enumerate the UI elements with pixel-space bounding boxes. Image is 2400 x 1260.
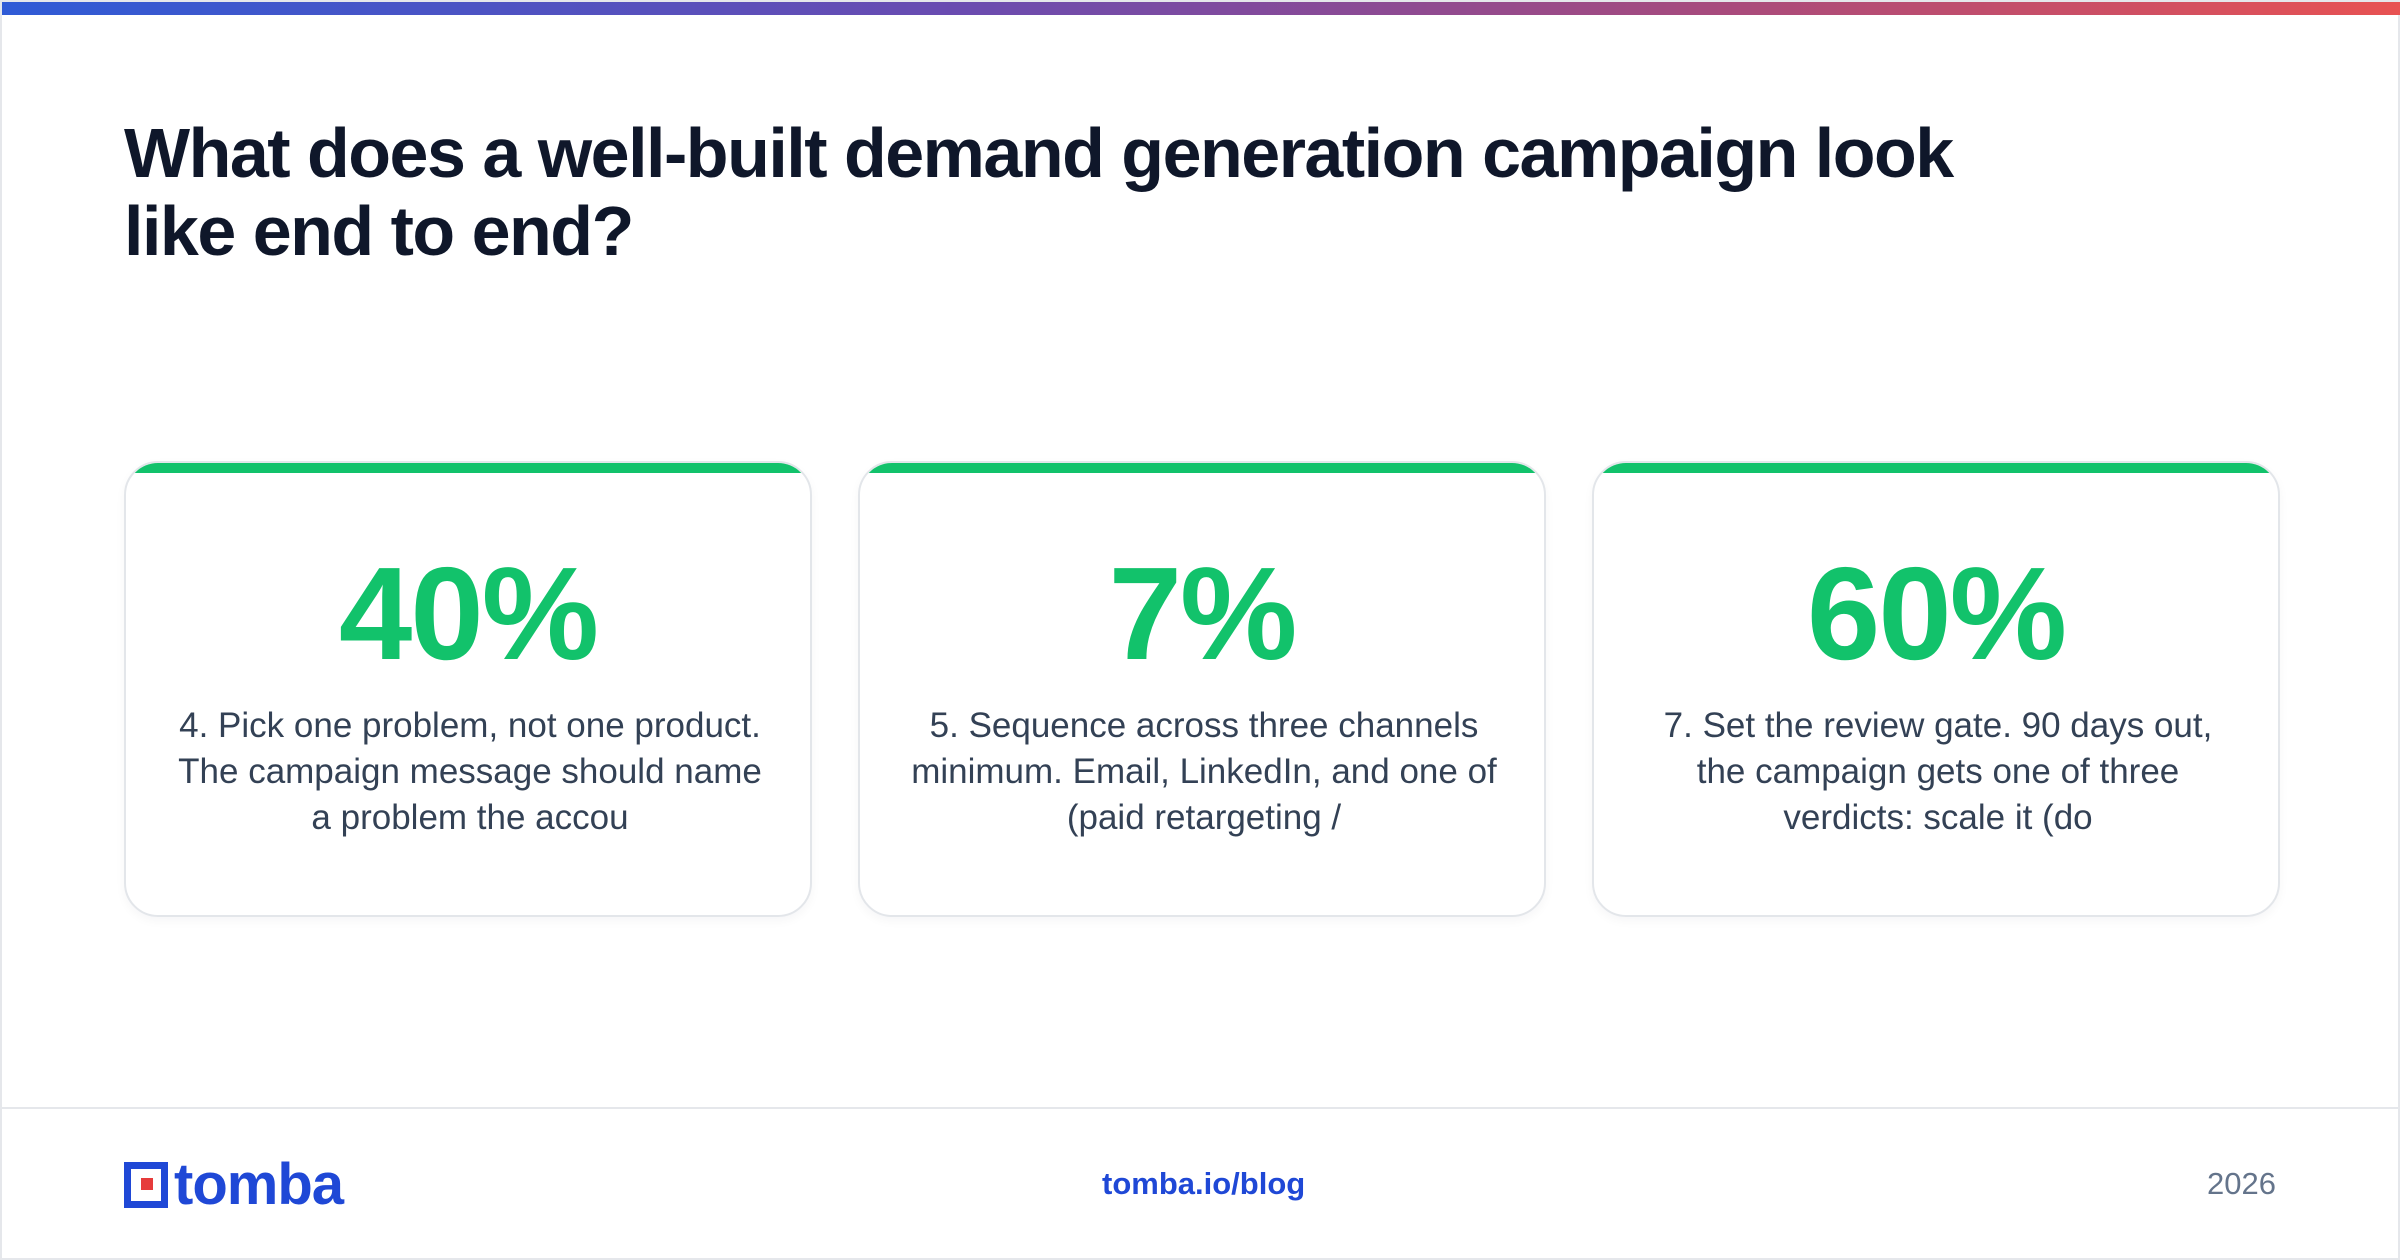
stat-card-2: 7% 5. Sequence across three channels min… xyxy=(858,461,1546,917)
footer-divider xyxy=(2,1107,2400,1109)
top-gradient-bar xyxy=(2,2,2400,15)
stat-card-3: 60% 7. Set the review gate. 90 days out,… xyxy=(1592,461,2280,917)
logo-mark-icon xyxy=(124,1162,168,1208)
logo-red-square-icon xyxy=(141,1178,153,1190)
footer-year: 2026 xyxy=(2207,1166,2276,1201)
card-description: 5. Sequence across three channels minimu… xyxy=(911,706,1497,837)
stat-cards: 40% 4. Pick one problem, not one product… xyxy=(124,461,2280,917)
card-description: 4. Pick one problem, not one product. Th… xyxy=(178,706,762,837)
blog-link[interactable]: tomba.io/blog xyxy=(1102,1166,1306,1201)
tomba-logo[interactable]: tomba xyxy=(124,1152,344,1217)
card-description: 7. Set the review gate. 90 days out, the… xyxy=(1663,706,2213,837)
stat-card-1: 40% 4. Pick one problem, not one product… xyxy=(124,461,812,917)
logo-wordmark: tomba xyxy=(174,1152,344,1217)
card-accent-bar xyxy=(860,463,1544,473)
page-title: What does a well-built demand generation… xyxy=(124,114,1954,270)
card-stat-value: 7% xyxy=(1108,540,1298,687)
card-stat-value: 60% xyxy=(1806,540,2067,687)
card-stat-value: 40% xyxy=(338,540,599,687)
card-accent-bar xyxy=(126,463,810,473)
card-accent-bar xyxy=(1594,463,2278,473)
